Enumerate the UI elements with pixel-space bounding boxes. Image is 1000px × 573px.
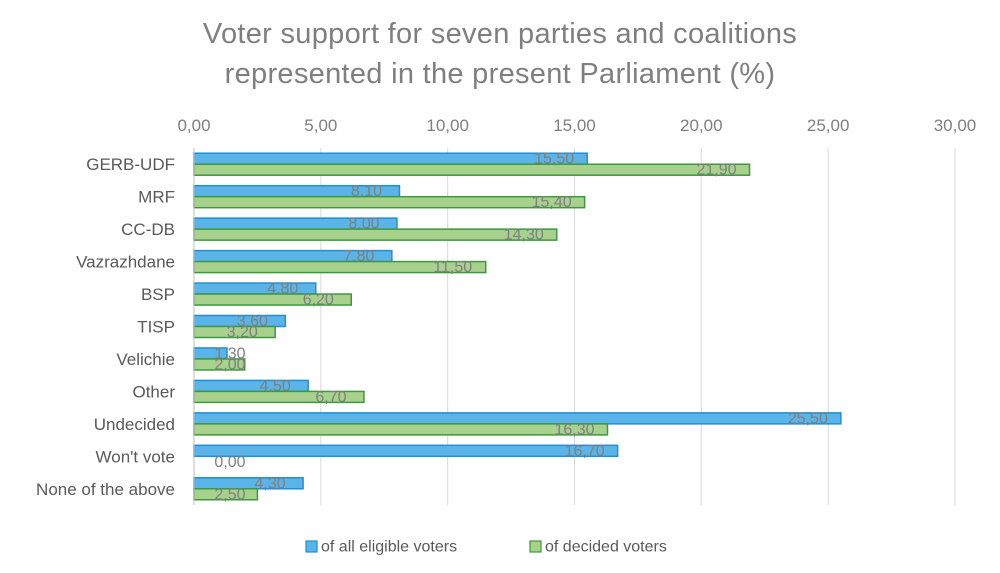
data-label: 6,70 xyxy=(315,389,346,406)
bar-all-eligible[interactable] xyxy=(193,379,309,393)
x-tick-label: 15,00 xyxy=(553,116,596,135)
data-label: 2,00 xyxy=(214,356,245,373)
data-label: 4,30 xyxy=(255,475,286,492)
category-label: Undecided xyxy=(94,415,175,434)
category-label: None of the above xyxy=(36,480,175,499)
data-label: 15,40 xyxy=(532,194,572,211)
data-label: 16,70 xyxy=(565,443,605,460)
data-label: 3,20 xyxy=(227,324,258,341)
legend-label: of all eligible voters xyxy=(321,539,457,556)
x-tick-label: 5,00 xyxy=(304,116,337,135)
category-label: CC-DB xyxy=(121,220,175,239)
legend-label: of decided voters xyxy=(545,539,667,556)
category-label: GERB-UDF xyxy=(86,155,175,174)
data-label: 21,90 xyxy=(697,162,737,179)
bar-all-eligible[interactable] xyxy=(193,477,304,490)
category-label: TISP xyxy=(137,318,175,337)
data-label: 6,20 xyxy=(303,292,334,309)
data-label: 14,30 xyxy=(504,227,544,244)
x-tick-label: 0,00 xyxy=(177,116,210,135)
category-label: Vazrazhdane xyxy=(76,253,175,272)
bar-all-eligible[interactable] xyxy=(193,444,619,458)
x-tick-label: 25,00 xyxy=(807,116,850,135)
category-label: Velichie xyxy=(116,350,175,369)
bar-all-eligible[interactable] xyxy=(193,412,842,425)
x-tick-label: 30,00 xyxy=(934,116,977,135)
chart-title: Voter support for seven parties and coal… xyxy=(0,14,1000,94)
category-label: MRF xyxy=(138,188,175,207)
data-label: 11,50 xyxy=(433,259,472,276)
legend-swatch xyxy=(529,540,542,553)
bar-decided[interactable] xyxy=(193,228,558,241)
bar-decided[interactable] xyxy=(193,423,609,436)
category-label: Won't vote xyxy=(96,447,175,466)
data-label: 16,30 xyxy=(554,421,594,438)
bar-decided[interactable] xyxy=(193,163,751,176)
x-tick-label: 10,00 xyxy=(426,116,469,135)
data-label: 25,50 xyxy=(788,410,828,427)
data-label: 0,00 xyxy=(214,454,245,471)
chart-title-line-2: represented in the present Parliament (%… xyxy=(224,58,776,90)
chart-title-line-1: Voter support for seven parties and coal… xyxy=(202,18,798,50)
category-label: Other xyxy=(132,382,175,401)
x-tick-label: 20,00 xyxy=(680,116,723,135)
bar-all-eligible[interactable] xyxy=(193,152,588,165)
category-label: BSP xyxy=(141,285,175,304)
bar-decided[interactable] xyxy=(193,195,586,209)
data-label: 2,50 xyxy=(214,486,245,503)
legend-swatch xyxy=(305,540,318,553)
